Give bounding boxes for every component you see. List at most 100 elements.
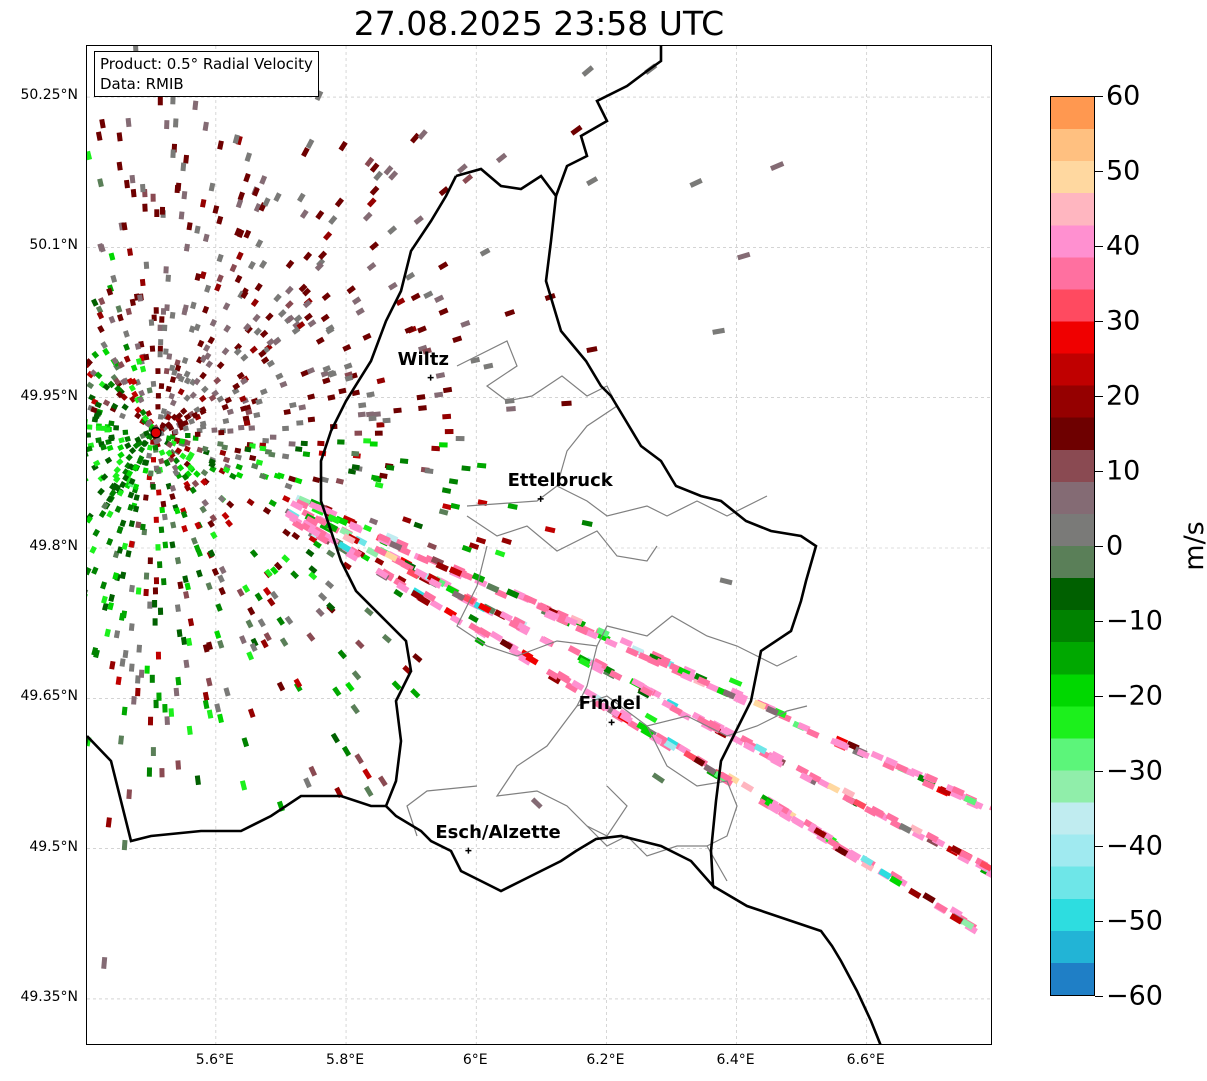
canton-border <box>556 485 768 517</box>
velocity-pixel <box>236 251 244 261</box>
velocity-pixel <box>165 385 172 393</box>
velocity-pixel <box>183 445 191 453</box>
velocity-pixel <box>181 190 188 200</box>
colorbar-tick-label: −40 <box>1106 830 1163 862</box>
velocity-pixel <box>115 676 122 686</box>
velocity-pixel <box>303 777 312 789</box>
velocity-pixel <box>294 477 303 485</box>
velocity-pixel <box>183 591 190 599</box>
velocity-pixel <box>680 671 694 683</box>
velocity-pixel <box>181 419 189 427</box>
velocity-pixel <box>337 439 345 445</box>
velocity-pixel <box>285 259 295 269</box>
velocity-pixel <box>183 377 192 385</box>
velocity-pixel <box>388 281 398 291</box>
velocity-pixel <box>95 437 102 443</box>
velocity-pixel <box>290 500 304 512</box>
velocity-pixel <box>376 422 385 428</box>
velocity-pixel <box>199 354 208 363</box>
velocity-pixel <box>324 580 335 590</box>
velocity-pixel <box>209 318 218 327</box>
velocity-pixel <box>193 323 201 332</box>
velocity-pixel <box>358 402 367 409</box>
velocity-pixel <box>232 382 241 391</box>
velocity-pixel <box>608 669 623 681</box>
velocity-pixel <box>146 452 153 459</box>
velocity-pixel <box>153 307 159 314</box>
velocity-pixel <box>318 250 328 260</box>
velocity-pixel <box>889 870 903 883</box>
velocity-pixel <box>153 516 159 523</box>
velocity-pixel <box>129 395 137 404</box>
velocity-pixel <box>128 584 135 593</box>
velocity-pixel <box>248 425 256 431</box>
velocity-pixel <box>199 371 207 380</box>
velocity-pixel <box>115 385 123 394</box>
velocity-pixel <box>351 450 360 457</box>
canton-borders <box>406 340 808 882</box>
velocity-pixel <box>127 491 135 499</box>
velocity-pixel <box>225 519 234 528</box>
velocity-pixel <box>254 282 263 292</box>
velocity-pixel <box>141 439 149 447</box>
velocity-pixel <box>221 347 230 356</box>
velocity-pixel <box>139 365 147 373</box>
velocity-pixel <box>455 436 465 442</box>
velocity-pixel <box>328 215 338 225</box>
velocity-pixel <box>351 389 360 397</box>
velocity-pixel <box>438 186 450 197</box>
velocity-pixel <box>410 292 421 302</box>
velocity-pixel <box>87 515 93 524</box>
colorbar-tick <box>1095 546 1103 547</box>
velocity-pixel <box>431 445 440 452</box>
velocity-pixel <box>137 396 145 404</box>
velocity-pixel <box>181 356 189 365</box>
velocity-pixel <box>285 314 295 324</box>
velocity-pixel <box>221 511 230 520</box>
velocity-pixel <box>108 315 116 324</box>
velocity-pixel <box>135 357 143 365</box>
velocity-pixel <box>93 459 101 467</box>
colorbar-unit-label: m/s <box>1179 521 1207 571</box>
velocity-pixel <box>841 787 856 799</box>
velocity-pixel <box>722 689 736 700</box>
velocity-pixel <box>989 804 991 815</box>
velocity-pixel <box>87 360 92 369</box>
velocity-pixel <box>145 409 153 417</box>
velocity-pixel <box>266 359 275 368</box>
velocity-pixel <box>101 595 108 604</box>
velocity-pixel <box>132 464 140 472</box>
velocity-pixel <box>423 290 434 299</box>
lat-tick-label: 50.25°N <box>20 87 78 104</box>
velocity-pixel <box>255 459 264 466</box>
velocity-pixel <box>424 468 434 474</box>
velocity-pixel <box>264 449 272 455</box>
velocity-pixel <box>143 430 150 437</box>
velocity-pixel <box>203 344 211 353</box>
velocity-pixel <box>856 748 870 760</box>
velocity-pixel <box>150 193 156 202</box>
velocity-pixel <box>154 209 160 217</box>
velocity-pixel <box>136 644 142 653</box>
velocity-pixel <box>156 489 162 496</box>
velocity-pixel <box>152 600 158 608</box>
velocity-pixel <box>712 327 725 335</box>
velocity-pixel <box>240 290 249 299</box>
velocity-pixel <box>259 259 268 269</box>
velocity-pixel <box>108 252 116 261</box>
velocity-pixel <box>507 503 518 510</box>
lat-tick-label: 49.8°N <box>29 538 78 554</box>
city-label: Findel <box>578 693 642 715</box>
velocity-pixel <box>183 413 192 421</box>
velocity-pixel <box>143 261 150 269</box>
velocity-pixel <box>239 395 247 403</box>
velocity-pixel <box>194 431 201 437</box>
velocity-pixel <box>136 457 144 465</box>
lat-tick-label: 49.65°N <box>20 688 78 705</box>
canton-border <box>575 645 808 737</box>
lat-tick-label: 49.35°N <box>20 988 78 1005</box>
velocity-pixel <box>115 305 123 313</box>
velocity-pixel <box>184 582 191 591</box>
velocity-pixel <box>152 444 159 451</box>
velocity-pixel <box>155 544 161 551</box>
